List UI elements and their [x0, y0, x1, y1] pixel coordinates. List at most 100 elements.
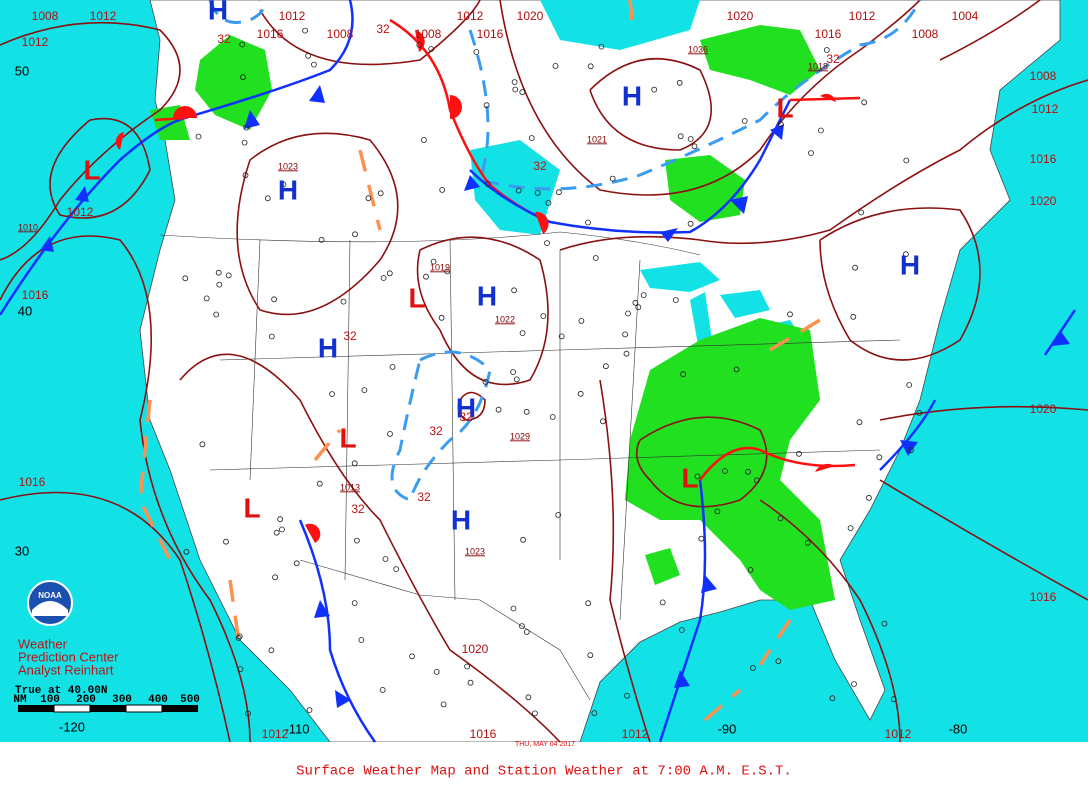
- pressure-center: H: [208, 0, 228, 25]
- isobar: [819, 207, 981, 361]
- station-marker: [351, 460, 358, 467]
- cold-front: [469, 99, 792, 234]
- station-marker: [416, 42, 423, 48]
- station-marker: [272, 574, 279, 581]
- isobar: [589, 58, 713, 151]
- station-marker: [687, 136, 694, 142]
- station-marker: [585, 600, 592, 607]
- station-marker: [241, 139, 248, 146]
- station-marker: [438, 314, 445, 321]
- central-pressure: 1036: [688, 44, 708, 54]
- scale-label: 500: [180, 694, 200, 706]
- station-marker: [829, 695, 836, 702]
- station-marker: [520, 536, 526, 543]
- isobar-label: 1012: [885, 727, 912, 741]
- station-marker: [890, 696, 897, 703]
- station-marker: [523, 408, 530, 415]
- station-marker: [908, 447, 914, 454]
- isotherm-label: 32: [417, 490, 431, 504]
- logo-text: NOAA: [38, 591, 62, 600]
- scale-segment: [90, 705, 126, 712]
- isobar: [259, 0, 481, 66]
- precip-areas: [150, 25, 835, 610]
- station-marker: [903, 157, 910, 164]
- credit-line: Prediction Center: [18, 649, 119, 664]
- station-marker: [225, 272, 232, 279]
- bay: [540, 0, 700, 50]
- pressure-center: H: [318, 332, 338, 363]
- footer-strip: [0, 742, 1088, 783]
- isotherm-label: 32: [826, 52, 840, 66]
- station-marker: [587, 63, 594, 70]
- station-marker: [796, 450, 802, 457]
- scale-label: 200: [76, 694, 96, 706]
- isobar: [49, 117, 151, 219]
- isobar-label: 1012: [849, 9, 876, 23]
- station-marker: [268, 333, 275, 340]
- lake: [690, 292, 712, 345]
- isobars: [0, 0, 1088, 743]
- station-marker: [677, 133, 684, 140]
- station-marker: [545, 199, 552, 206]
- precip-area: [645, 548, 680, 585]
- station-marker: [433, 669, 440, 675]
- station-marker: [351, 600, 358, 606]
- pressure-center: H: [451, 504, 471, 535]
- station-marker: [353, 537, 360, 544]
- isobar-label: 1012: [90, 9, 117, 23]
- station-marker: [236, 633, 243, 640]
- station-marker: [549, 413, 556, 420]
- isobar: [939, 0, 1041, 61]
- pressure-center: L: [408, 282, 425, 313]
- station-marker: [624, 692, 630, 699]
- station-marker: [361, 387, 368, 394]
- isobar-label: 1008: [415, 27, 442, 41]
- trough: [358, 149, 382, 231]
- scale-segment: [162, 705, 198, 712]
- station-marker: [585, 219, 591, 226]
- station-marker: [622, 331, 629, 338]
- trough: [628, 0, 634, 21]
- isobar: [457, 391, 486, 421]
- central-pressure: 1023: [278, 161, 298, 171]
- credit-line: Weather: [18, 636, 68, 651]
- central-pressure: 1023: [465, 546, 485, 556]
- station-marker: [851, 681, 857, 687]
- noaa-logo: NOAA: [27, 580, 73, 626]
- scale-label: 400: [148, 694, 168, 706]
- isotherm-label: 32: [351, 502, 365, 516]
- station-marker: [510, 369, 516, 376]
- station-marker: [750, 665, 756, 671]
- border-line: [159, 231, 701, 256]
- station-marker: [534, 189, 541, 196]
- isobar: [635, 416, 768, 508]
- station-marker: [818, 127, 824, 134]
- pressure-center: H: [477, 280, 497, 311]
- station-marker: [876, 454, 883, 461]
- pressure-center: L: [776, 92, 793, 123]
- station-marker: [511, 287, 517, 294]
- station-marker: [430, 258, 437, 265]
- station-marker: [528, 135, 535, 141]
- station-marker: [523, 629, 530, 635]
- station-marker: [393, 566, 400, 572]
- warm-front: [154, 116, 186, 122]
- isobar-label: 1004: [952, 9, 979, 23]
- scale-caption: True at 40.00N: [15, 685, 107, 697]
- central-pressure: 1018: [808, 61, 828, 71]
- station-marker: [213, 311, 220, 318]
- isobar-label: 1016: [19, 475, 46, 489]
- station-marker: [775, 658, 782, 665]
- isobar-label: 1012: [1032, 102, 1059, 116]
- station-marker: [577, 390, 584, 397]
- isobar-label: 1012: [622, 727, 649, 741]
- longitude-label: -90: [718, 721, 737, 736]
- isobar-label: 1016: [477, 27, 504, 41]
- warm-front: [789, 96, 861, 102]
- isobar: [599, 379, 651, 743]
- scale-label: 300: [112, 694, 132, 706]
- trough: [703, 688, 742, 722]
- central-pressure: 1021: [587, 134, 607, 144]
- station-marker: [484, 181, 491, 187]
- station-marker: [495, 406, 502, 413]
